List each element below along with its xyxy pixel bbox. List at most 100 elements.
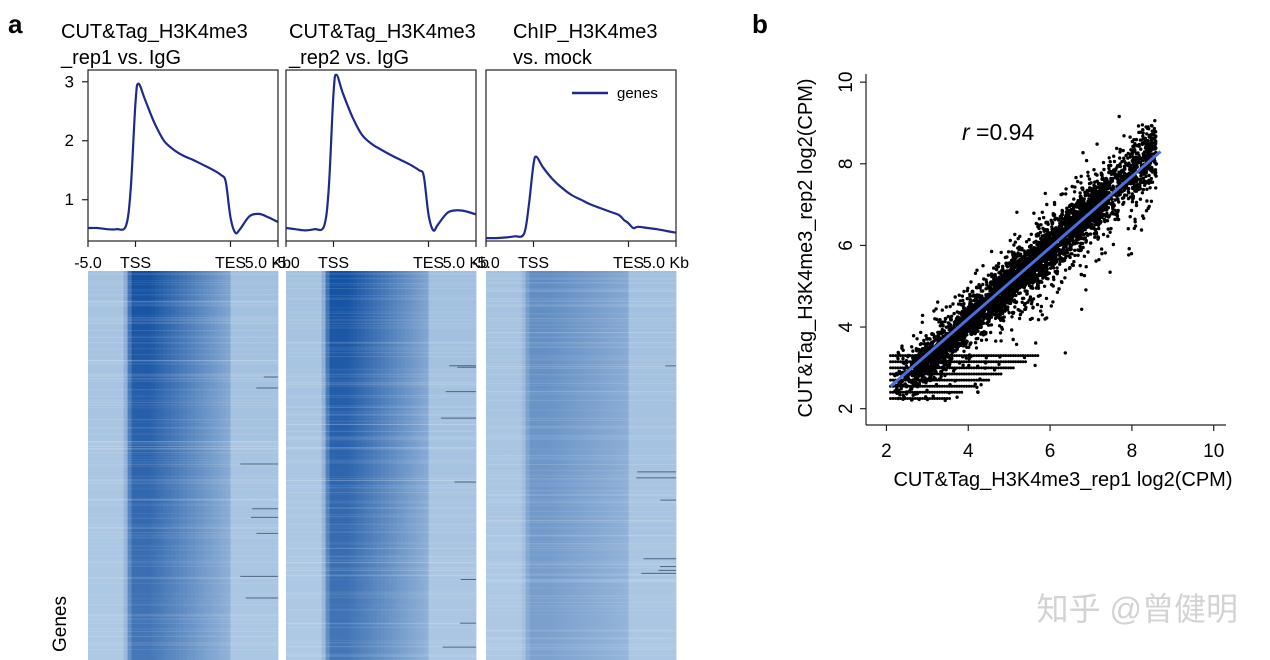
scatter-point (965, 384, 969, 388)
scatter-point (900, 346, 904, 350)
scatter-point (994, 360, 998, 364)
profile-1-x-tick-label: TES (215, 255, 246, 272)
scatter-point (975, 372, 978, 376)
scatter-point (1042, 284, 1047, 288)
scatter-point (940, 308, 944, 312)
scatter-point (949, 314, 954, 318)
scatter-point (972, 360, 976, 364)
scatter-point (1103, 251, 1108, 255)
scatter-point (1107, 166, 1111, 171)
scatter-point (963, 341, 968, 346)
scatter-point (1063, 268, 1068, 272)
scatter-point (952, 366, 956, 370)
scatter-point (984, 356, 988, 360)
scatter-point (925, 390, 929, 394)
scatter-point (1096, 237, 1100, 241)
scatter-point (941, 347, 946, 352)
scatter-point (960, 294, 965, 298)
heatmap-2-column (286, 271, 291, 660)
heatmap-2-column (460, 271, 465, 660)
scatter-point (948, 354, 951, 358)
scatter-point (1032, 240, 1036, 245)
scatter-point (923, 342, 928, 346)
scatter-point (1056, 243, 1061, 248)
scatter-point (1010, 298, 1015, 303)
scatter-point (973, 317, 978, 322)
heatmap-2-column (349, 271, 354, 660)
scatter-point (1147, 204, 1151, 209)
profile-1-frame (87, 69, 279, 242)
heatmap-3-column (640, 271, 645, 660)
scatter-point (895, 387, 899, 391)
scatter-point (896, 356, 900, 361)
heatmap-3-column (600, 271, 606, 660)
scatter-point (1015, 210, 1019, 214)
scatter-point (981, 264, 985, 268)
scatter-point (1030, 316, 1034, 321)
scatter-point (1068, 209, 1073, 214)
scatter-point (901, 390, 905, 394)
scatter-point (1142, 168, 1147, 173)
scatter-point (1050, 247, 1055, 252)
profile-2-genes-line (285, 73, 477, 232)
scatter-point (1039, 236, 1043, 241)
profile-1-title-line1: CUT&Tag_H3K4me3 (61, 21, 248, 43)
scatter-point (955, 390, 959, 394)
scatter-point (1141, 131, 1145, 135)
scatter-point (1131, 197, 1135, 201)
scatter-point (906, 390, 910, 394)
scatter-point (996, 265, 1000, 269)
scatter-point (891, 360, 895, 364)
scatter-point (960, 309, 965, 314)
scatter-point (961, 298, 965, 303)
scatter-point (946, 314, 950, 319)
heatmap-1-column (91, 271, 97, 660)
scatter-point (908, 384, 912, 388)
scatter-point (1109, 196, 1113, 201)
scatter-point (992, 287, 997, 291)
scatter-point (1118, 150, 1122, 154)
scatter-point (1147, 173, 1151, 178)
scatter-point (1010, 291, 1015, 296)
scatter-point (1148, 153, 1152, 157)
scatter-point (1134, 200, 1139, 205)
scatter-point (908, 372, 912, 376)
heatmap-1-column (119, 271, 125, 660)
scatter-point (1145, 199, 1149, 203)
scatter-point (1074, 202, 1079, 207)
scatter-point (1130, 192, 1135, 196)
scatter-point (911, 384, 915, 388)
scatter-point (1012, 243, 1016, 247)
heatmap-1-column (230, 271, 235, 660)
scatter-point (999, 360, 1003, 364)
scatter-point (910, 345, 914, 349)
scatter-point (1079, 181, 1083, 185)
scatter-point (908, 397, 912, 400)
heatmap-1-column (179, 271, 184, 660)
scatter-point (952, 390, 956, 394)
scatter-point (1084, 288, 1088, 292)
scatter-point (991, 280, 996, 285)
heatmap-2-column (289, 271, 295, 660)
heatmap-3-column (537, 271, 542, 660)
scatter-point (1154, 162, 1159, 166)
scatter-point (1132, 226, 1137, 231)
heatmap-1-column (183, 271, 188, 660)
scatter-point (1017, 316, 1022, 321)
scatter-point (921, 372, 924, 376)
scatter-point (914, 348, 919, 353)
scatter-point (957, 384, 961, 388)
scatter-point (921, 397, 924, 400)
scatter-point (994, 267, 999, 271)
scatter-point (1017, 258, 1022, 262)
heatmap-3-column (573, 271, 578, 660)
scatter-point (950, 354, 954, 358)
heatmap-3-column (604, 271, 610, 660)
scatter-point (1021, 354, 1025, 358)
scatter-point (1073, 185, 1077, 189)
scatter-point (955, 395, 959, 399)
scatter-point (962, 354, 966, 358)
scatter-point (911, 378, 915, 382)
scatter-point (911, 354, 915, 358)
heatmap-3-column (592, 271, 598, 660)
